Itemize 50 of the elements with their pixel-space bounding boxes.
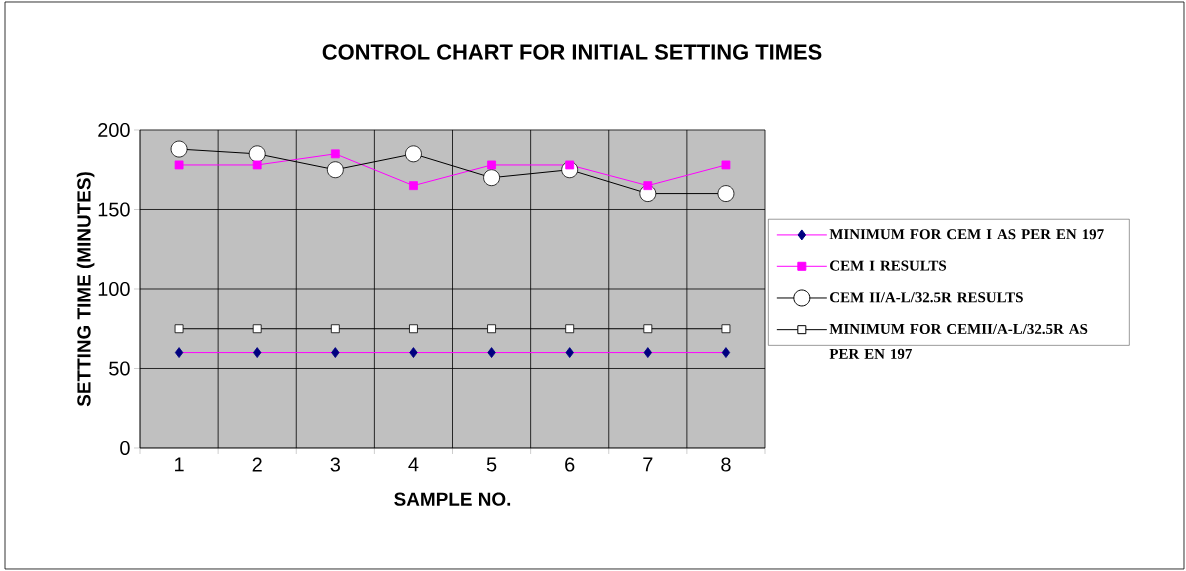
point (721, 160, 731, 170)
point (330, 149, 340, 159)
point (252, 324, 262, 334)
point (174, 347, 184, 358)
point (405, 145, 422, 163)
y-tick-label: 150 (98, 202, 130, 217)
x-tick-label: 8 (721, 457, 731, 472)
point (409, 347, 418, 358)
legend-label: MINIMUM FOR CEM I AS PER EN 197 (829, 229, 1104, 240)
y-tick-label: 200 (98, 122, 130, 138)
point (253, 347, 262, 358)
point (643, 347, 652, 358)
point (565, 160, 575, 170)
legend-label: CEM I RESULTS (830, 260, 947, 271)
point (174, 160, 184, 170)
point (721, 324, 731, 334)
point (174, 324, 184, 334)
point (483, 169, 500, 187)
point (326, 161, 344, 179)
point (487, 324, 496, 334)
y-axis-title: SETTING TIME (MINUTES) (76, 172, 95, 407)
point (170, 140, 188, 158)
y-tick-label: 50 (109, 361, 130, 376)
point (330, 324, 340, 334)
point (248, 145, 266, 163)
point (409, 324, 418, 334)
point (721, 347, 731, 358)
x-tick-label: 5 (486, 457, 497, 472)
point (643, 324, 653, 334)
point (252, 160, 262, 170)
x-tick-label: 4 (408, 457, 419, 472)
point (643, 181, 653, 191)
x-tick-label: 7 (643, 457, 653, 472)
x-tick-label: 6 (565, 457, 575, 472)
x-tick-label: 3 (330, 457, 340, 472)
point (409, 181, 418, 191)
x-tick-label: 2 (252, 457, 262, 472)
x-tick-label: 1 (175, 457, 184, 472)
point (565, 324, 575, 334)
point (331, 347, 340, 358)
y-tick-label: 100 (98, 281, 130, 297)
chart-title: CONTROL CHART FOR INITIAL SETTING TIMES (322, 44, 822, 60)
point (487, 347, 496, 358)
x-axis-title: SAMPLE NO. (394, 492, 511, 506)
point (565, 347, 574, 358)
point (717, 185, 735, 202)
legend-label: MINIMUM FOR CEMII/A-L/32.5R AS PER EN 197 (829, 323, 1088, 359)
point (487, 160, 496, 170)
legend-label: CEM II/A-L/32.5R RESULTS (830, 292, 1023, 303)
y-tick-label: 0 (120, 440, 130, 456)
